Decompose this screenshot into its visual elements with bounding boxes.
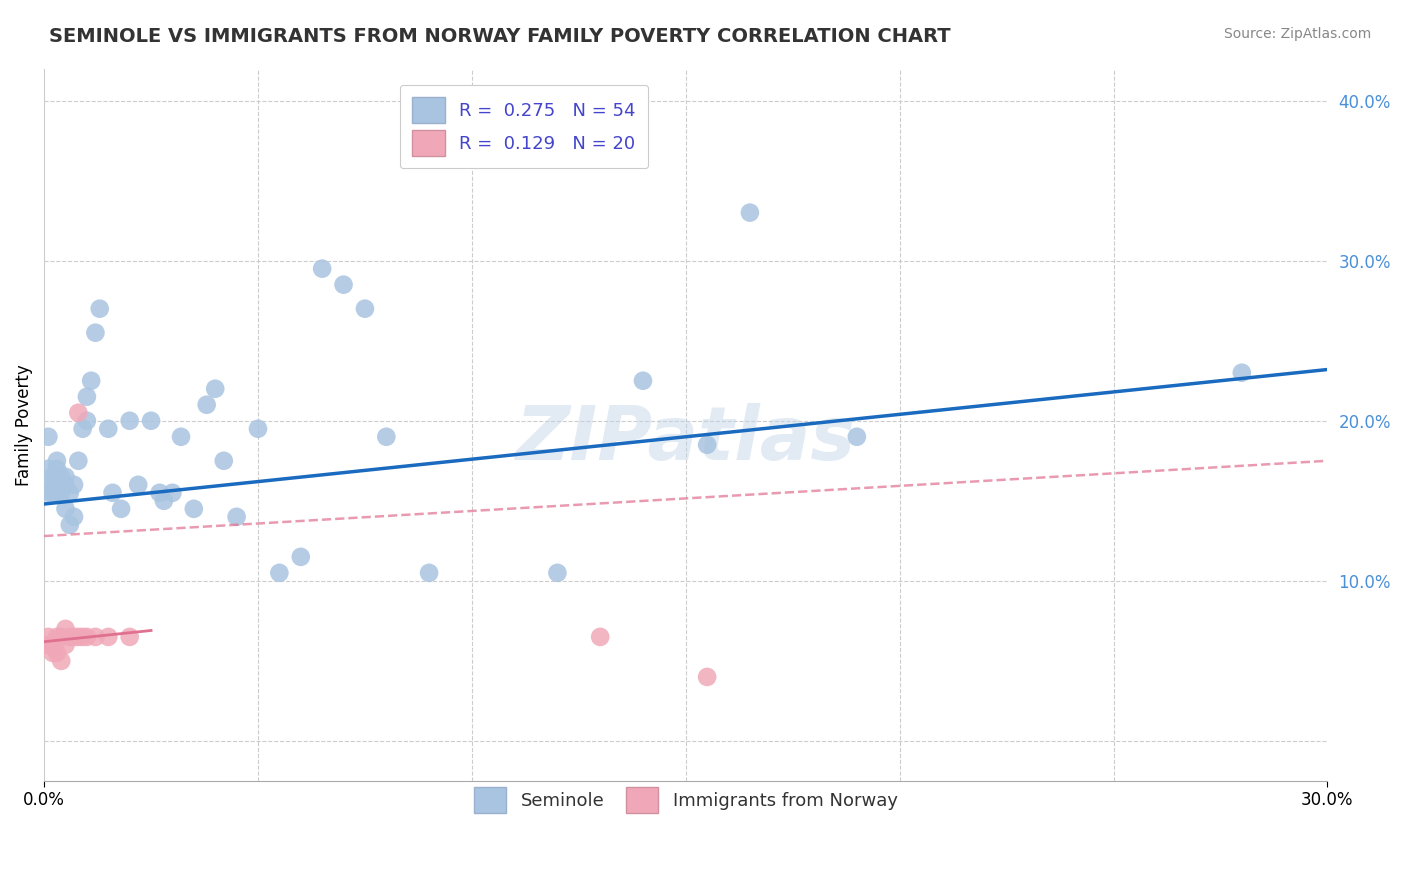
Point bbox=[37, 485, 59, 500]
Y-axis label: Family Poverty: Family Poverty bbox=[15, 364, 32, 485]
Point bbox=[37, 462, 59, 476]
Point bbox=[55, 501, 77, 516]
Point bbox=[332, 277, 354, 292]
Point bbox=[183, 501, 205, 516]
Point bbox=[41, 470, 63, 484]
Point bbox=[149, 485, 172, 500]
Point bbox=[72, 422, 94, 436]
Point bbox=[41, 485, 63, 500]
Point bbox=[375, 430, 398, 444]
Point bbox=[51, 630, 73, 644]
Point bbox=[212, 454, 235, 468]
Point bbox=[101, 485, 124, 500]
Point bbox=[59, 485, 82, 500]
Point bbox=[80, 374, 103, 388]
Point bbox=[97, 422, 120, 436]
Point bbox=[37, 630, 59, 644]
Point bbox=[845, 430, 868, 444]
Point bbox=[37, 638, 59, 652]
Point bbox=[84, 326, 107, 340]
Point bbox=[118, 414, 141, 428]
Point bbox=[41, 477, 63, 491]
Point bbox=[269, 566, 291, 580]
Point bbox=[118, 630, 141, 644]
Point bbox=[67, 406, 90, 420]
Point bbox=[51, 470, 73, 484]
Legend: Seminole, Immigrants from Norway: Seminole, Immigrants from Norway bbox=[461, 774, 911, 825]
Point bbox=[55, 470, 77, 484]
Point bbox=[110, 501, 132, 516]
Point bbox=[162, 485, 184, 500]
Point bbox=[46, 630, 69, 644]
Point bbox=[631, 374, 654, 388]
Text: Source: ZipAtlas.com: Source: ZipAtlas.com bbox=[1223, 27, 1371, 41]
Point bbox=[76, 390, 98, 404]
Point bbox=[127, 477, 149, 491]
Point bbox=[153, 493, 176, 508]
Point bbox=[696, 438, 718, 452]
Point bbox=[46, 462, 69, 476]
Text: ZIPatlas: ZIPatlas bbox=[516, 402, 856, 475]
Point bbox=[55, 638, 77, 652]
Point bbox=[76, 414, 98, 428]
Point bbox=[46, 454, 69, 468]
Point bbox=[51, 654, 73, 668]
Point bbox=[59, 630, 82, 644]
Point bbox=[546, 566, 568, 580]
Point bbox=[225, 509, 247, 524]
Point bbox=[46, 485, 69, 500]
Point bbox=[46, 646, 69, 660]
Point bbox=[311, 261, 333, 276]
Point bbox=[738, 205, 761, 219]
Point bbox=[67, 454, 90, 468]
Point bbox=[55, 622, 77, 636]
Point bbox=[97, 630, 120, 644]
Point bbox=[55, 477, 77, 491]
Point bbox=[67, 630, 90, 644]
Point bbox=[204, 382, 226, 396]
Point bbox=[246, 422, 269, 436]
Point bbox=[354, 301, 377, 316]
Point bbox=[63, 509, 86, 524]
Point bbox=[195, 398, 218, 412]
Point bbox=[139, 414, 162, 428]
Point bbox=[72, 630, 94, 644]
Point bbox=[696, 670, 718, 684]
Point bbox=[41, 646, 63, 660]
Point bbox=[170, 430, 193, 444]
Point bbox=[41, 638, 63, 652]
Point bbox=[63, 477, 86, 491]
Point bbox=[63, 630, 86, 644]
Point bbox=[37, 430, 59, 444]
Point bbox=[418, 566, 440, 580]
Point bbox=[1230, 366, 1253, 380]
Point bbox=[290, 549, 312, 564]
Point bbox=[589, 630, 612, 644]
Point bbox=[89, 301, 111, 316]
Point bbox=[51, 485, 73, 500]
Point bbox=[76, 630, 98, 644]
Point bbox=[84, 630, 107, 644]
Point bbox=[59, 517, 82, 532]
Text: SEMINOLE VS IMMIGRANTS FROM NORWAY FAMILY POVERTY CORRELATION CHART: SEMINOLE VS IMMIGRANTS FROM NORWAY FAMIL… bbox=[49, 27, 950, 45]
